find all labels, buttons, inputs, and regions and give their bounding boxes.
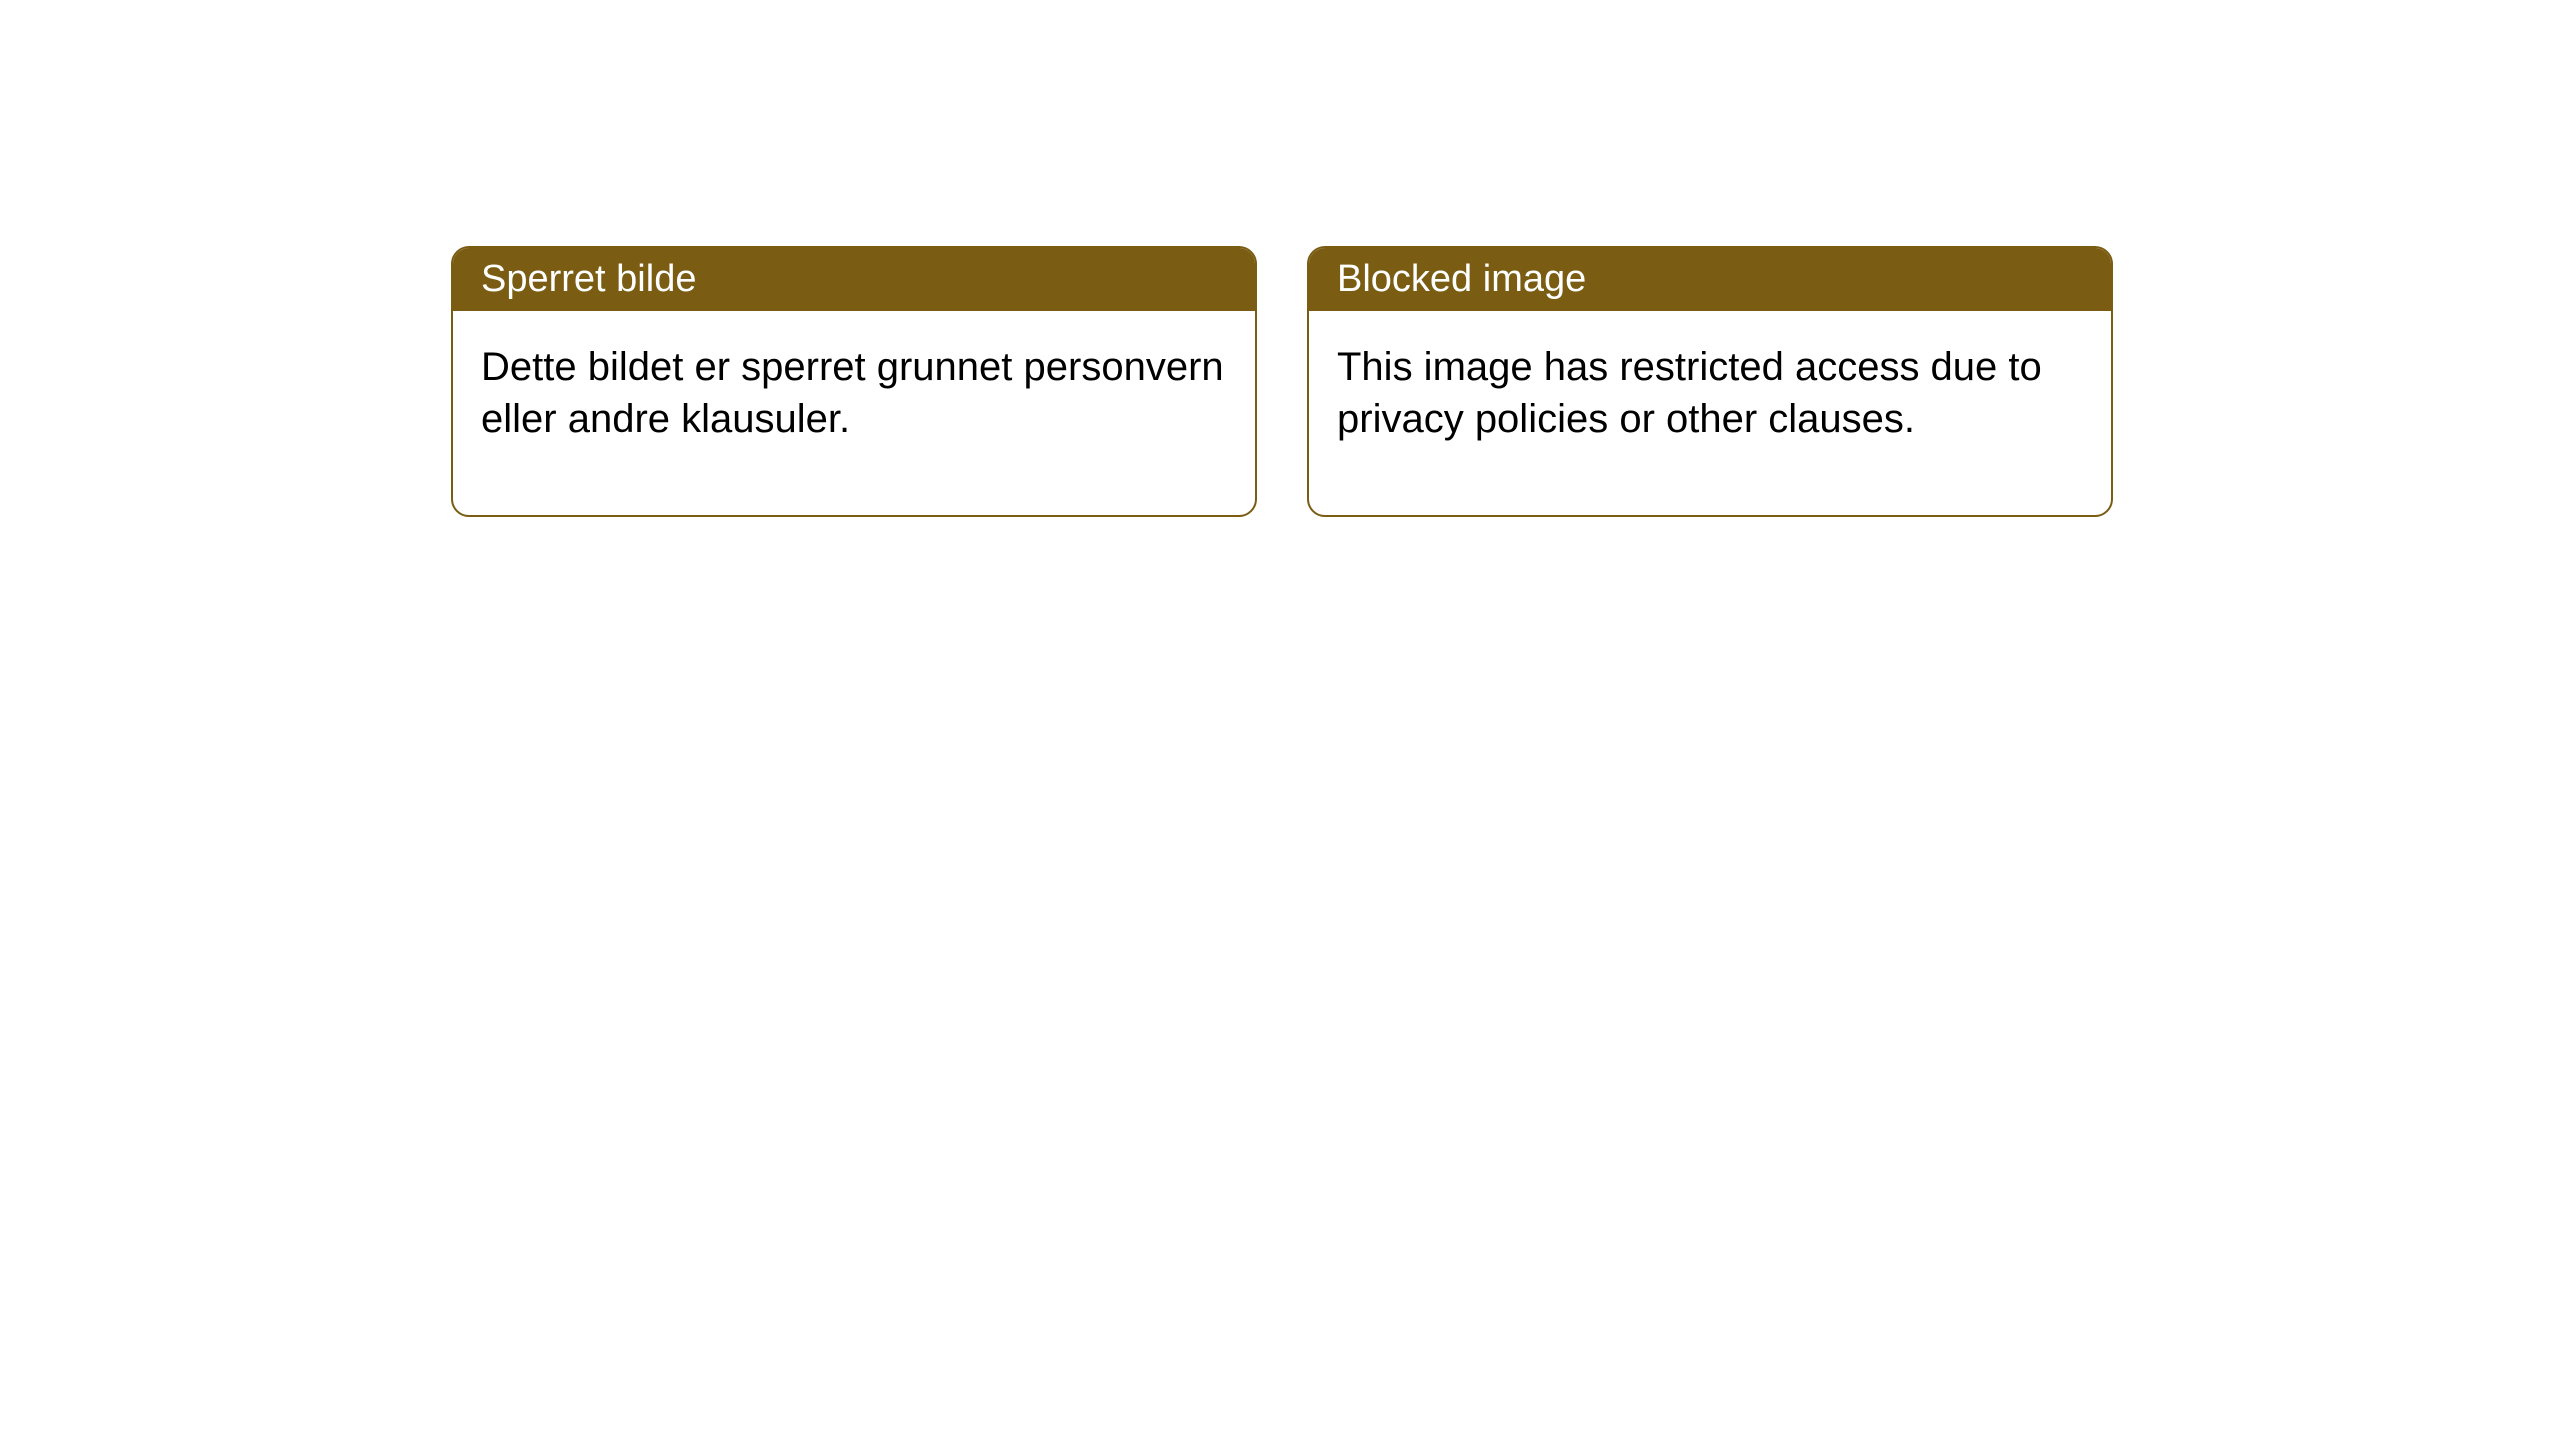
panel-header: Blocked image [1309,248,2111,311]
notice-panels-container: Sperret bilde Dette bildet er sperret gr… [451,246,2113,517]
notice-panel-norwegian: Sperret bilde Dette bildet er sperret gr… [451,246,1257,517]
panel-body-text: This image has restricted access due to … [1309,311,2111,515]
notice-panel-english: Blocked image This image has restricted … [1307,246,2113,517]
panel-body-text: Dette bildet er sperret grunnet personve… [453,311,1255,515]
panel-header: Sperret bilde [453,248,1255,311]
